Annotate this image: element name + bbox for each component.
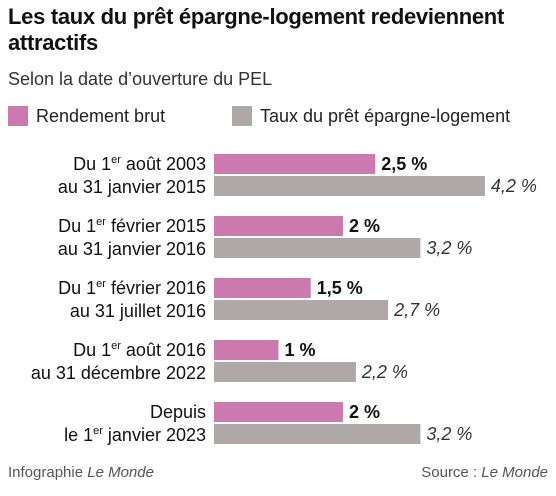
- value-label-rendement: 2 %: [349, 402, 380, 422]
- legend-label-rendement: Rendement brut: [36, 105, 166, 126]
- source-name: Le Monde: [481, 464, 548, 481]
- category-label-line2: au 31 janvier 2015: [58, 177, 206, 197]
- category-label-line1: Du 1er août 2003: [73, 154, 206, 174]
- bar-chart: Du 1er août 2003 au 31 janvier 2015 2,5 % 4…: [31, 154, 537, 445]
- bar-taux-pret: [214, 176, 485, 196]
- value-label-rendement: 1 %: [285, 340, 316, 360]
- bar-rendement-brut: [214, 216, 343, 236]
- credit-name: Le Monde: [87, 464, 154, 481]
- bar-rendement-brut: [214, 402, 343, 422]
- value-label-taux: 4,2 %: [491, 176, 537, 196]
- bar-taux-pret: [214, 300, 389, 320]
- credit: Infographie Le Monde: [8, 464, 154, 481]
- chart-subtitle: Selon la date d’ouverture du PEL: [8, 69, 273, 89]
- bar-rendement-brut: [214, 340, 279, 360]
- source: Source : Le Monde: [421, 464, 548, 481]
- category-label-line1: Du 1er février 2015: [58, 216, 206, 236]
- category-label-line1: Du 1er août 2016: [73, 340, 206, 360]
- value-label-taux: 3,2 %: [426, 238, 472, 258]
- bar-rendement-brut: [214, 154, 376, 174]
- legend-swatch-taux: [232, 106, 252, 126]
- chart-title: Les taux du prêt épargne-logement redevi…: [8, 4, 504, 55]
- category-label-line1: Depuis: [150, 402, 206, 422]
- bar-taux-pret: [214, 238, 421, 258]
- category-label-line2: au 31 juillet 2016: [70, 301, 206, 321]
- bar-taux-pret: [214, 362, 356, 382]
- legend-item-rendement: Rendement brut: [8, 102, 165, 130]
- value-label-taux: 2,7 %: [393, 300, 440, 320]
- legend-item-taux: Taux du prêt épargne-logement: [232, 102, 510, 130]
- source-prefix: Source :: [421, 464, 482, 481]
- credit-prefix: Infographie: [8, 464, 88, 481]
- value-label-rendement: 2 %: [349, 216, 380, 236]
- legend-swatch-rendement: [8, 106, 28, 126]
- value-label-rendement: 2,5 %: [381, 154, 427, 174]
- legend: Rendement brut Taux du prêt épargne-loge…: [8, 102, 548, 130]
- legend-label-taux: Taux du prêt épargne-logement: [260, 105, 511, 126]
- value-label-rendement: 1,5 %: [317, 278, 363, 298]
- value-label-taux: 2,2 %: [361, 362, 408, 382]
- category-label-line2: le 1er janvier 2023: [64, 425, 206, 445]
- bar-rendement-brut: [214, 278, 311, 298]
- category-label-line2: au 31 janvier 2016: [58, 239, 206, 259]
- value-label-taux: 3,2 %: [426, 424, 472, 444]
- category-label-line2: au 31 décembre 2022: [31, 363, 206, 383]
- category-label-line1: Du 1er février 2016: [58, 278, 206, 298]
- bar-taux-pret: [214, 424, 421, 444]
